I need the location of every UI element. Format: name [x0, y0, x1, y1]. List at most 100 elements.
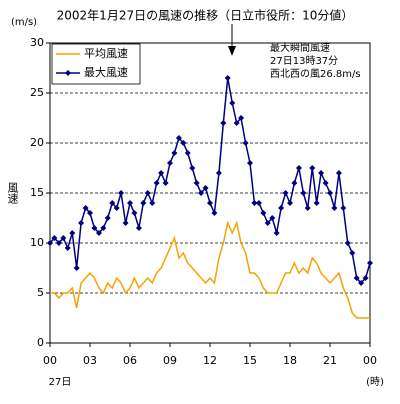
legend-marker [65, 70, 71, 76]
marker [104, 215, 111, 221]
x-tick-label: 09 [163, 354, 177, 367]
marker [229, 100, 236, 106]
marker [242, 140, 249, 146]
y-tick-label: 0 [37, 336, 44, 349]
marker [69, 230, 76, 236]
marker [260, 210, 267, 216]
marker [158, 170, 165, 176]
date-label: 27日 [49, 377, 72, 388]
marker [180, 140, 187, 146]
legend-label: 最大風速 [84, 65, 128, 79]
marker [113, 205, 120, 211]
marker [51, 235, 58, 241]
marker [331, 205, 338, 211]
marker [193, 180, 200, 186]
legend-label: 平均風速 [84, 47, 128, 60]
marker [349, 250, 356, 256]
marker [55, 240, 62, 246]
x-tick-label: 12 [203, 354, 217, 367]
marker [118, 190, 125, 196]
series-line [49, 77, 371, 285]
x-tick-label: 18 [283, 354, 297, 367]
marker [140, 200, 147, 206]
marker [273, 230, 280, 236]
marker [224, 75, 231, 81]
marker [78, 220, 85, 226]
marker [60, 235, 67, 241]
y-tick-label: 5 [37, 286, 44, 299]
marker [362, 275, 369, 281]
marker [269, 215, 276, 221]
marker [47, 240, 53, 246]
x-unit: (時) [366, 376, 384, 388]
marker [335, 170, 342, 176]
marker [304, 205, 311, 211]
marker [278, 205, 285, 211]
marker [153, 180, 160, 186]
marker [149, 200, 156, 206]
marker [247, 160, 253, 166]
x-tick-label: 21 [323, 354, 337, 367]
marker [144, 190, 151, 196]
marker [340, 205, 347, 211]
marker [287, 200, 293, 206]
y-tick-label: 25 [30, 86, 44, 99]
marker [313, 200, 320, 206]
marker [295, 165, 302, 171]
marker [207, 200, 213, 206]
marker [171, 150, 178, 156]
x-tick-label: 00 [43, 354, 57, 367]
marker [202, 185, 209, 191]
marker [91, 225, 98, 231]
x-tick-label: 06 [123, 354, 137, 367]
marker [82, 205, 89, 211]
y-axis-label: 風速 [6, 182, 19, 204]
marker [353, 275, 360, 281]
marker [215, 170, 222, 176]
annotation: 27日13時37分 [270, 55, 338, 67]
marker [198, 190, 205, 196]
marker [175, 135, 182, 141]
marker [300, 190, 307, 196]
chart-title: 2002年1月27日の風速の推移（日立市役所：10分値） [57, 8, 354, 23]
marker [264, 220, 271, 226]
marker [87, 210, 93, 216]
legend-box [51, 43, 141, 85]
marker [367, 260, 373, 266]
series-line [50, 220, 370, 319]
marker [233, 120, 240, 126]
marker [100, 225, 107, 231]
y-tick-label: 30 [30, 36, 44, 49]
marker [127, 200, 133, 206]
marker [211, 210, 218, 216]
x-tick-label: 03 [83, 354, 97, 367]
marker [167, 160, 173, 166]
marker [109, 200, 116, 206]
y-tick-label: 10 [30, 236, 44, 249]
annotation: 西北西の風26.8m/s [270, 68, 361, 80]
marker [291, 180, 298, 186]
marker [255, 200, 262, 206]
marker [358, 280, 365, 286]
marker [282, 190, 289, 196]
marker [251, 200, 258, 206]
marker [309, 165, 316, 171]
marker [162, 180, 169, 186]
arrow [228, 24, 236, 56]
annotation: 最大瞬間風速 [270, 41, 330, 54]
y-unit: (m/s) [11, 17, 37, 28]
y-tick-label: 20 [30, 136, 44, 149]
marker [238, 115, 245, 121]
marker [184, 150, 191, 156]
x-tick-label: 15 [243, 354, 257, 367]
marker [220, 120, 227, 126]
marker [318, 170, 325, 176]
marker [131, 210, 138, 216]
marker [64, 245, 71, 251]
marker [122, 220, 129, 226]
marker [189, 165, 196, 171]
marker [344, 240, 351, 246]
marker [73, 265, 80, 271]
marker [95, 230, 102, 236]
